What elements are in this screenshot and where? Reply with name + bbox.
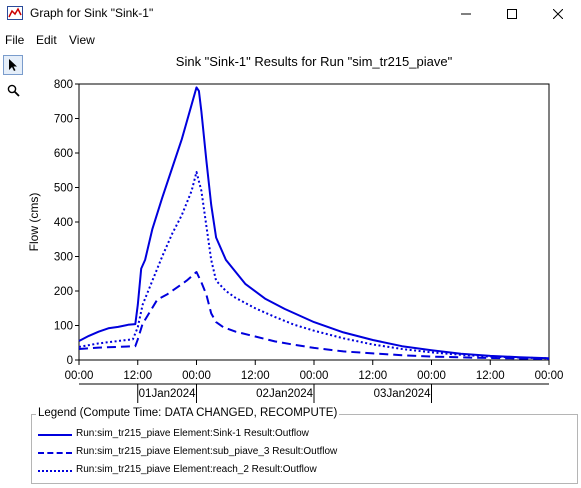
- y-tick-label: 100: [54, 321, 73, 333]
- menu-edit[interactable]: Edit: [36, 33, 57, 47]
- legend-label: Run:sim_tr215_piave Element:Sink-1 Resul…: [76, 428, 309, 439]
- series-reach-2-outflow: [78, 171, 550, 360]
- maximize-button[interactable]: [489, 0, 535, 28]
- pointer-tool-button[interactable]: [3, 55, 23, 75]
- x-tick-label: 12:00: [358, 370, 387, 382]
- y-tick-label: 200: [54, 286, 73, 298]
- x-tick-label: 00:00: [182, 370, 211, 382]
- plot-frame: [78, 83, 550, 361]
- app-icon: [7, 6, 23, 20]
- x-tick-label: 12:00: [476, 370, 505, 382]
- maximize-icon: [507, 9, 517, 19]
- y-tick-label: 600: [54, 148, 73, 160]
- date-label: 03Jan2024: [374, 388, 432, 400]
- minimize-button[interactable]: [443, 0, 489, 28]
- menu-bar: File Edit View: [0, 30, 581, 50]
- y-tick-label: 700: [54, 114, 73, 126]
- legend-swatch: [38, 434, 72, 436]
- menu-view[interactable]: View: [69, 33, 95, 47]
- legend-label: Run:sim_tr215_piave Element:sub_piave_3 …: [76, 446, 338, 457]
- window-title: Graph for Sink "Sink-1": [30, 6, 154, 20]
- zoom-tool-button[interactable]: [3, 80, 23, 100]
- pointer-icon: [9, 59, 17, 71]
- tool-strip: [0, 52, 26, 488]
- legend-swatch: [38, 470, 72, 472]
- x-tick-label: 00:00: [65, 370, 94, 382]
- chart-title: Sink "Sink-1" Results for Run "sim_tr215…: [176, 54, 453, 69]
- x-tick-label: 00:00: [417, 370, 446, 382]
- y-tick-label: 800: [54, 79, 73, 91]
- close-button[interactable]: [535, 0, 581, 28]
- y-tick-label: 400: [54, 217, 73, 229]
- y-tick-label: 500: [54, 183, 73, 195]
- legend-label: Run:sim_tr215_piave Element:reach_2 Resu…: [76, 464, 317, 475]
- x-tick-label: 00:00: [535, 370, 564, 382]
- minimize-icon: [461, 13, 471, 15]
- x-tick-label: 12:00: [241, 370, 270, 382]
- menu-file[interactable]: File: [5, 33, 25, 47]
- y-axis-label: Flow (cms): [27, 193, 41, 252]
- y-tick-label: 0: [67, 355, 73, 367]
- y-tick-label: 300: [54, 252, 73, 264]
- legend-title: Legend (Compute Time: DATA CHANGED, RECO…: [36, 407, 340, 419]
- x-tick-label: 00:00: [300, 370, 329, 382]
- date-label: 01Jan2024: [139, 388, 197, 400]
- date-label: 02Jan2024: [256, 388, 314, 400]
- x-tick-label: 12:00: [123, 370, 152, 382]
- close-icon: [553, 9, 563, 19]
- zoom-icon: [7, 84, 20, 97]
- title-bar: Graph for Sink "Sink-1": [0, 0, 581, 28]
- legend-swatch: [38, 452, 72, 454]
- series-sub-piave-3-outflow: [78, 271, 550, 360]
- series-sink-1-outflow: [78, 86, 550, 360]
